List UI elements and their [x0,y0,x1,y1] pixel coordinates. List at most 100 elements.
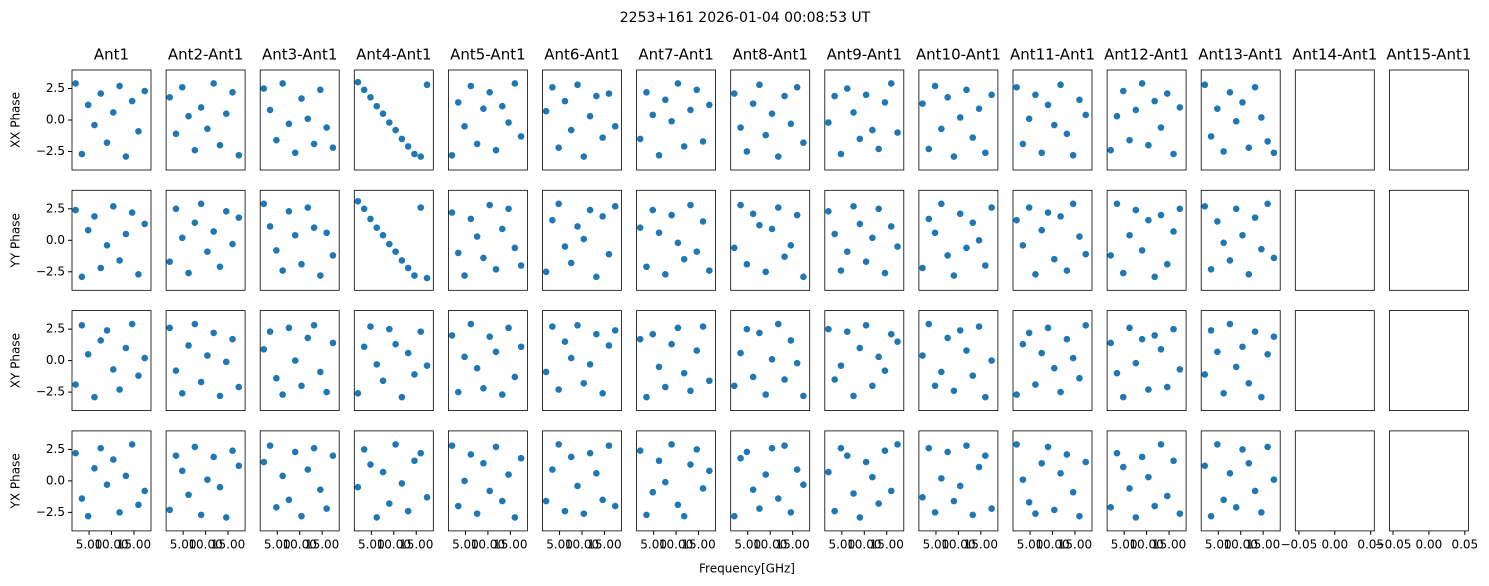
point [128,441,136,448]
point [1038,149,1046,157]
point [185,269,192,277]
point [354,390,362,397]
point [423,493,431,501]
point [266,442,274,449]
point [542,497,550,505]
point [1050,506,1058,514]
point [668,211,675,219]
point [517,454,525,462]
point [392,126,399,134]
point [699,323,707,330]
y-tick-label: −2.5 [36,144,65,158]
point [825,468,832,476]
point [178,467,186,475]
point [454,99,462,106]
point [185,112,192,120]
point [122,153,130,160]
point [97,337,105,344]
point [1082,111,1090,119]
point [266,328,274,335]
point [97,90,105,97]
point [1214,105,1221,112]
point [636,224,644,232]
point [229,88,236,96]
point [317,272,324,279]
point [655,229,663,237]
point [279,80,286,87]
point [1113,112,1121,120]
point [687,461,694,468]
point [944,252,951,259]
point [310,322,318,329]
panel-frame [447,310,528,412]
point [317,368,324,376]
point [1214,441,1221,448]
point [517,343,525,351]
point [273,504,280,511]
point [367,323,374,330]
point [386,119,393,126]
point [1145,473,1152,481]
point [360,86,368,94]
point [768,225,776,233]
point [1251,487,1259,495]
point [975,463,983,471]
point [956,482,964,490]
point [687,387,694,395]
point [454,249,462,257]
point [586,206,594,214]
point [1157,345,1165,353]
point [1163,492,1171,500]
point [178,234,186,242]
panel-frame [1389,310,1469,412]
panel-frame [824,310,905,412]
y-tick-label: 2.5 [46,81,65,95]
point [116,257,123,264]
point [561,507,569,515]
point [1076,96,1083,104]
point [360,343,368,351]
point [611,122,619,130]
point [655,363,663,371]
point [1132,514,1140,521]
point [925,320,933,328]
point [1076,374,1083,382]
panel-frame [1294,69,1375,171]
point [411,371,418,378]
point [781,92,788,100]
x-tick-label: 15.00 [870,537,904,551]
point [762,471,770,478]
point [963,442,970,449]
point [611,327,619,334]
x-axis-label: Frequency[GHz] [699,562,795,576]
point [881,367,889,374]
point [887,80,895,87]
panel-title: Ant10-Ant1 [916,46,1001,64]
point [1245,379,1253,387]
x-tick-label: 15.00 [587,537,621,551]
point [310,140,318,148]
point [404,264,412,272]
point [191,320,199,328]
point [567,126,575,134]
x-tick-label: 15.00 [681,537,715,551]
point [875,205,882,213]
x-tick-label: 0.00 [1321,537,1348,551]
point [122,344,130,352]
point [931,382,939,390]
point [856,344,864,352]
point [680,143,688,150]
point [1063,335,1071,343]
panel-frame [730,189,811,291]
point [636,335,644,343]
point [593,92,600,100]
point [398,480,406,487]
panel-frame [165,310,246,412]
point [781,253,788,260]
point [706,467,713,475]
point [1107,339,1114,347]
point [774,320,782,328]
point [360,205,368,213]
point [116,82,123,90]
point [204,352,211,359]
